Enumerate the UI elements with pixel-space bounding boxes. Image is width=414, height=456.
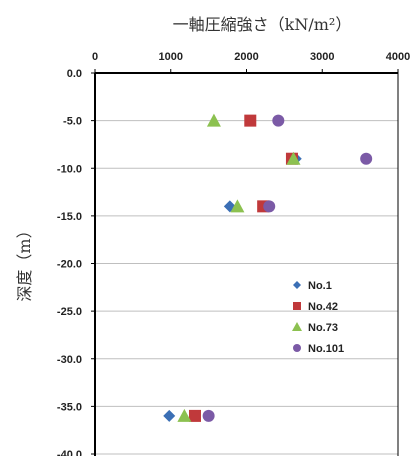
- data-point-no-101: [360, 152, 373, 165]
- legend-marker-no-73: [292, 322, 302, 331]
- legend-label-no-42: No.42: [308, 301, 338, 313]
- legend-marker-no-42: [293, 302, 301, 310]
- data-point-no-101: [272, 114, 285, 127]
- y-tick-label: -30.0: [57, 354, 82, 366]
- y-tick-label: -25.0: [57, 306, 82, 318]
- legend: No.1 No.42 No.73 No.101: [292, 280, 344, 355]
- x-tick-label: 2000: [234, 51, 258, 63]
- chart-title: 一軸圧縮強さ（kN/m²）: [173, 15, 352, 34]
- legend-label-no-73: No.73: [308, 322, 338, 334]
- y-tick-label: -40.0: [57, 449, 82, 456]
- data-point-no-73: [206, 113, 221, 127]
- legend-marker-no-101: [293, 344, 301, 352]
- legend-label-no-101: No.101: [308, 343, 344, 355]
- data-point-no-1: [163, 409, 176, 422]
- plot-area: 0 1000 2000 3000 4000 0.0 -5.0 -10.0 -15.0 -20.0 -…: [57, 51, 410, 456]
- data-point-no-101: [263, 200, 276, 213]
- y-axis-title: 深度（m）: [15, 222, 34, 301]
- data-point-no-42: [244, 114, 257, 127]
- y-tick-label: -10.0: [57, 163, 82, 175]
- data-point-no-73: [230, 199, 245, 213]
- x-tick-label: 0: [92, 51, 98, 63]
- data-point-no-101: [202, 409, 215, 422]
- data-point-no-73: [177, 408, 192, 422]
- data-point-no-73: [286, 151, 301, 165]
- x-tick-label: 3000: [310, 51, 334, 63]
- y-tick-label: -5.0: [63, 116, 82, 128]
- y-tick-label: -15.0: [57, 211, 82, 223]
- y-tick-label: -20.0: [57, 259, 82, 271]
- legend-marker-no-1: [293, 281, 301, 289]
- y-tick-label: 0.0: [67, 68, 82, 80]
- y-tick-label: -35.0: [57, 401, 82, 413]
- data-point-no-42: [188, 409, 201, 422]
- x-tick-label: 1000: [159, 51, 183, 63]
- x-tick-label: 4000: [386, 51, 410, 63]
- legend-label-no-1: No.1: [308, 280, 332, 292]
